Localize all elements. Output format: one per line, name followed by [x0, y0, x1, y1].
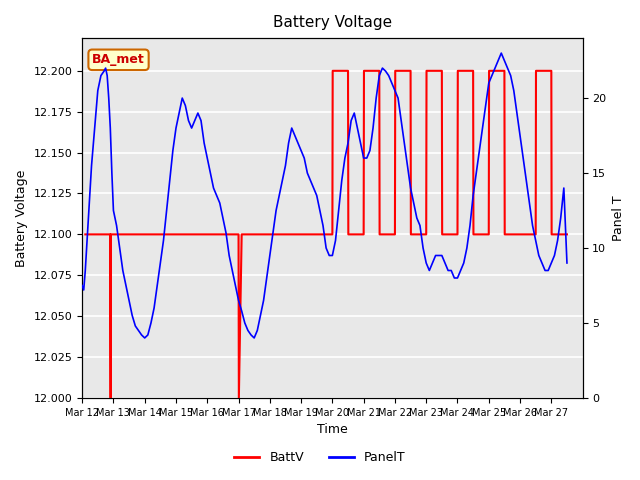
Y-axis label: Panel T: Panel T: [612, 195, 625, 241]
Legend: BattV, PanelT: BattV, PanelT: [229, 446, 411, 469]
Text: BA_met: BA_met: [92, 53, 145, 66]
Title: Battery Voltage: Battery Voltage: [273, 15, 392, 30]
X-axis label: Time: Time: [317, 423, 348, 436]
Y-axis label: Battery Voltage: Battery Voltage: [15, 169, 28, 267]
